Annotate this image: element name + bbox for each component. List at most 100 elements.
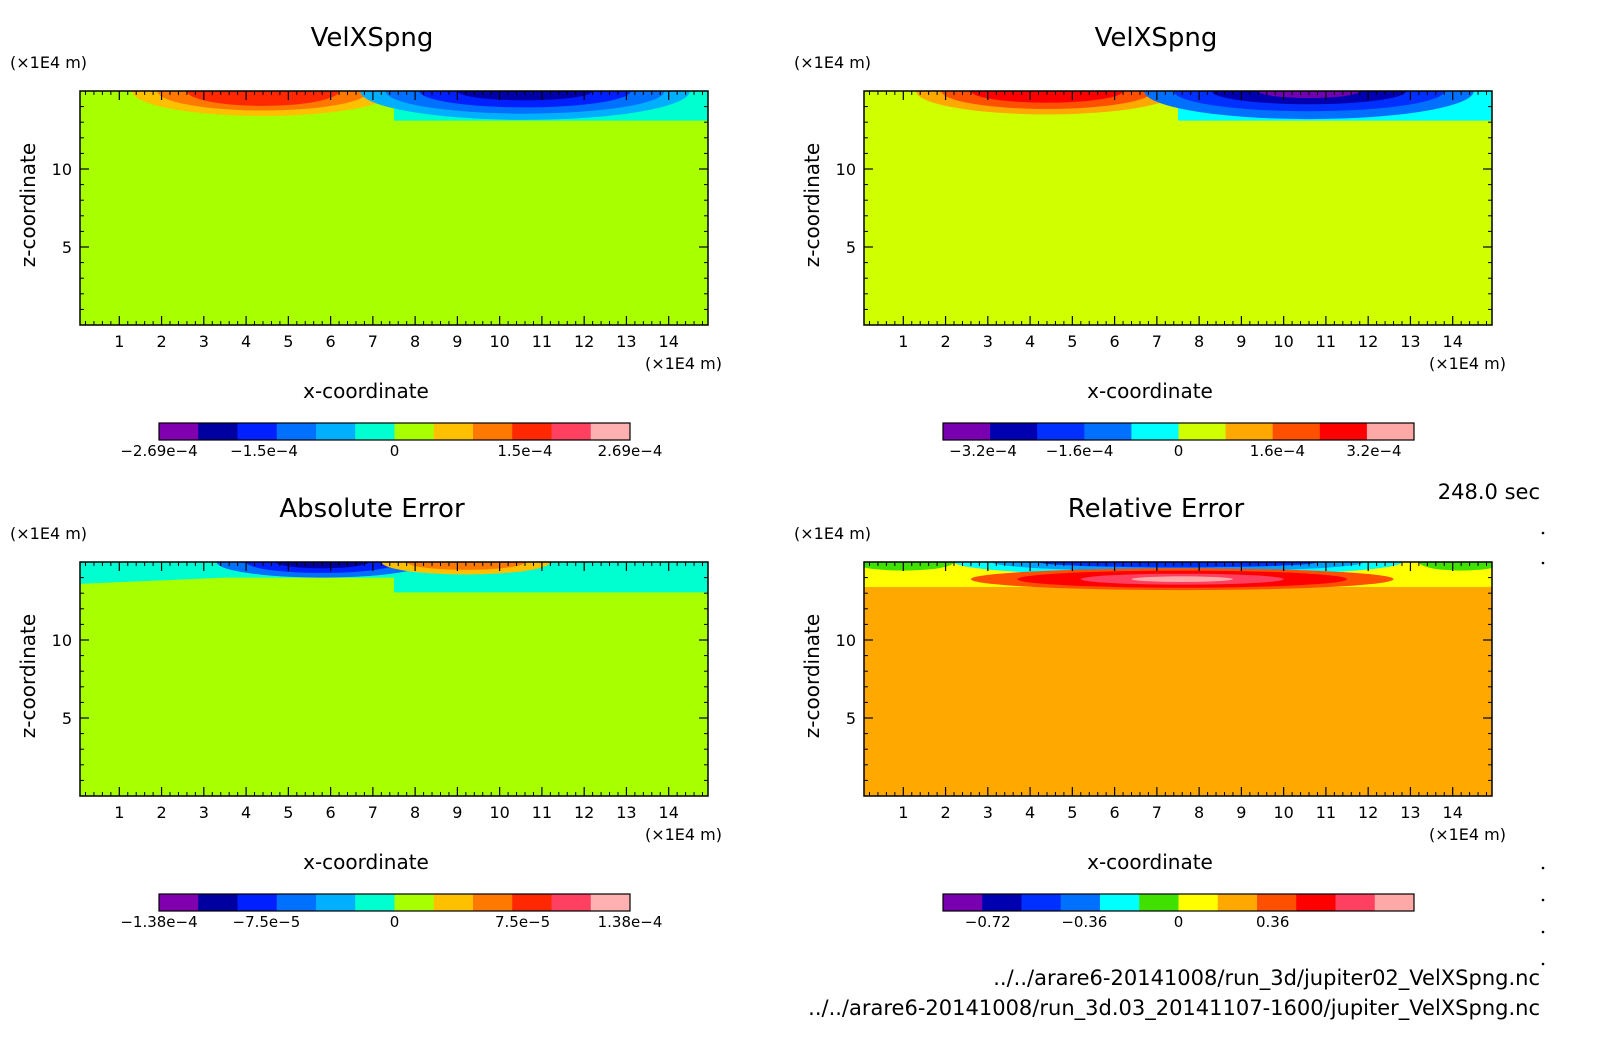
colorbar-label: 1.6e−4 — [1250, 442, 1305, 460]
colorbar-swatch — [394, 894, 435, 911]
y-tick-label: 5 — [62, 238, 72, 257]
y-axis-title: z-coordinate — [800, 614, 824, 738]
contour-region — [186, 91, 340, 106]
x-tick-label: 6 — [326, 332, 336, 351]
colorbar-swatch — [512, 423, 552, 440]
colorbar-swatch — [1021, 894, 1062, 911]
x-tick-label: 3 — [199, 803, 209, 822]
colorbar-swatch — [1366, 423, 1415, 440]
x-tick-label: 5 — [1067, 803, 1077, 822]
x-tick-label: 5 — [1067, 332, 1077, 351]
colorbar-swatch — [159, 423, 199, 440]
colorbar-swatch — [982, 894, 1022, 911]
colorbar-swatch — [1100, 894, 1140, 911]
x-tick-label: 7 — [1152, 332, 1162, 351]
colorbar-swatch — [1257, 894, 1297, 911]
margin-dot — [1541, 930, 1545, 934]
x-axis-title: x-coordinate — [303, 850, 429, 874]
x-tick-label: 4 — [241, 803, 251, 822]
x-tick-label: 3 — [199, 332, 209, 351]
plot-frame — [863, 561, 1493, 797]
x-tick-label: 11 — [532, 803, 552, 822]
x-tick-label: 11 — [1316, 803, 1336, 822]
colorbar-label: 0 — [1174, 442, 1184, 460]
x-tick-label: 3 — [983, 332, 993, 351]
colorbar-frame — [158, 422, 631, 441]
x-tick-label: 2 — [940, 803, 950, 822]
chart-title: Relative Error — [1068, 494, 1245, 524]
colorbar-swatch — [1296, 894, 1336, 911]
colorbar-swatch — [990, 423, 1038, 440]
colorbar-swatch — [276, 894, 317, 911]
contour-region — [1131, 576, 1233, 582]
y-tick-label: 5 — [846, 709, 856, 728]
time-label: 248.0 sec — [1438, 480, 1540, 504]
margin-dots — [1541, 531, 1545, 966]
contour-region — [970, 91, 1124, 103]
x-tick-label: 10 — [1273, 803, 1293, 822]
x-tick-label: 2 — [940, 332, 950, 351]
x-tick-label: 8 — [410, 803, 420, 822]
colorbar-swatch — [1319, 423, 1368, 440]
x-tick-label: 1 — [114, 332, 124, 351]
y-unit-label: (×1E4 m) — [10, 524, 87, 543]
field-background — [80, 562, 708, 796]
x-tick-label: 6 — [1110, 803, 1120, 822]
colorbar-swatch — [198, 894, 238, 911]
x-tick-label: 14 — [1443, 803, 1463, 822]
contour-fills — [916, 91, 1492, 121]
x-tick-label: 8 — [1194, 332, 1204, 351]
y-unit-label: (×1E4 m) — [10, 53, 87, 72]
colorbar-label: −1.38e−4 — [120, 913, 197, 931]
colorbar-swatch — [237, 423, 278, 440]
x-tick-label: 4 — [1025, 803, 1035, 822]
colorbar-swatch — [1037, 423, 1085, 440]
colorbar-swatch — [433, 894, 474, 911]
contour-region — [1418, 562, 1492, 571]
chart-title: VelXSpng — [1095, 23, 1218, 53]
x-tick-label: 13 — [1400, 803, 1420, 822]
colorbar-label: −0.72 — [965, 913, 1011, 931]
x-tick-label: 6 — [326, 803, 336, 822]
x-tick-label: 2 — [156, 332, 166, 351]
colorbar-label: −1.6e−4 — [1046, 442, 1114, 460]
x-tick-label: 9 — [1236, 803, 1246, 822]
colorbar-swatch — [159, 894, 199, 911]
y-unit-label: (×1E4 m) — [794, 53, 871, 72]
x-tick-label: 5 — [283, 332, 293, 351]
x-tick-label: 5 — [283, 803, 293, 822]
y-tick-label: 5 — [846, 238, 856, 257]
margin-dot — [1541, 898, 1545, 902]
x-tick-label: 14 — [1443, 332, 1463, 351]
y-tick-label: 10 — [836, 631, 856, 650]
margin-dot — [1541, 866, 1545, 870]
colorbar-swatch — [394, 423, 435, 440]
y-axis-title: z-coordinate — [16, 614, 40, 738]
colorbar-label: 0 — [1174, 913, 1184, 931]
x-tick-label: 7 — [1152, 803, 1162, 822]
chart-title: VelXSpng — [311, 23, 434, 53]
x-tick-label: 8 — [410, 332, 420, 351]
x-tick-label: 10 — [489, 332, 509, 351]
field-background — [864, 91, 1492, 325]
margin-dot — [1541, 561, 1545, 565]
colorbar-label: −7.5e−5 — [233, 913, 301, 931]
x-tick-label: 12 — [574, 332, 594, 351]
colorbar-label: 1.38e−4 — [598, 913, 663, 931]
plot-frame — [863, 90, 1493, 326]
x-axis-title: x-coordinate — [1087, 850, 1213, 874]
field-background — [80, 91, 708, 325]
chart-title: Absolute Error — [279, 494, 465, 524]
x-tick-label: 14 — [659, 803, 679, 822]
colorbar-label: 0 — [390, 442, 400, 460]
x-tick-label: 11 — [1316, 332, 1336, 351]
colorbar-swatch — [1139, 894, 1179, 911]
x-tick-label: 10 — [489, 803, 509, 822]
colorbar-swatch — [1060, 894, 1101, 911]
x-tick-label: 12 — [1358, 332, 1378, 351]
x-tick-label: 3 — [983, 803, 993, 822]
